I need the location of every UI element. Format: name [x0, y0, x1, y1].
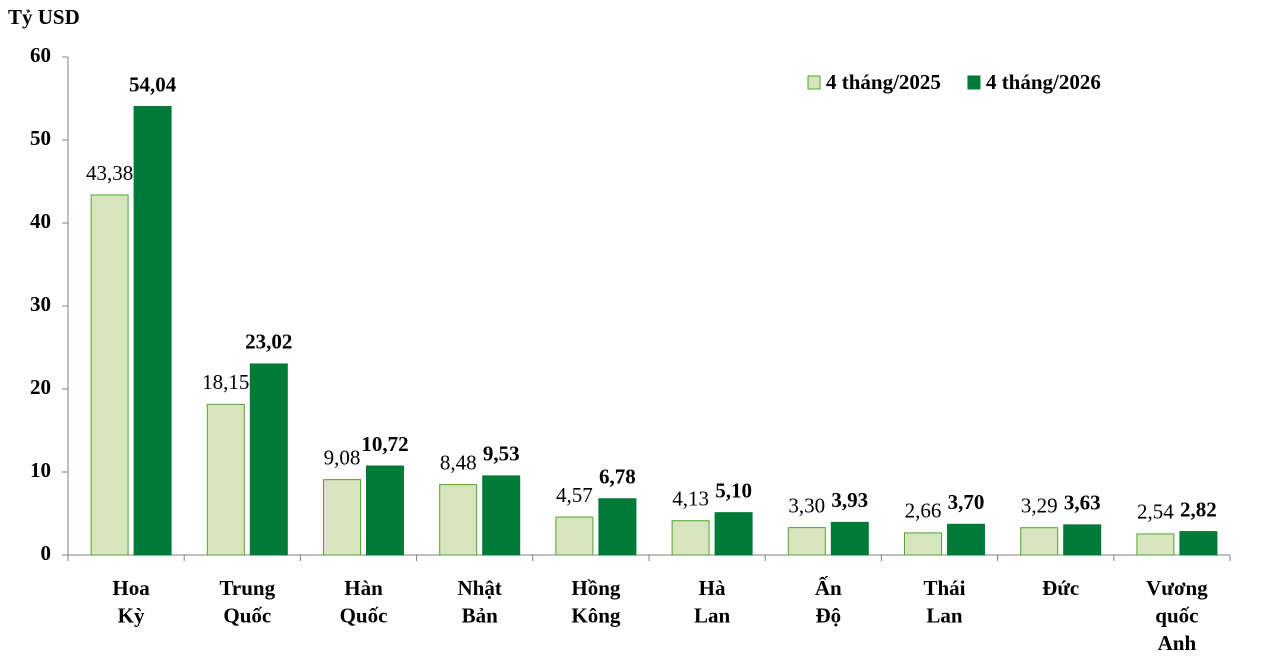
- value-label: 2,82: [1180, 497, 1217, 521]
- x-tick-label: Đức: [1042, 576, 1079, 600]
- legend-swatch: [807, 75, 821, 90]
- x-tick-label: Hồng Kông: [571, 576, 621, 628]
- bar: [366, 465, 404, 556]
- x-tick-label: Hoa Kỳ: [112, 576, 150, 628]
- bar: [1179, 531, 1218, 556]
- bar: [714, 512, 753, 556]
- x-tick-label: Vương quốc Anh: [1146, 576, 1208, 655]
- value-label: 3,93: [831, 488, 868, 512]
- bar: [1136, 533, 1175, 556]
- bar: [904, 532, 942, 556]
- y-tick-label: 10: [30, 458, 51, 482]
- value-label: 23,02: [245, 330, 292, 354]
- bar: [1063, 524, 1102, 556]
- y-tick-label: 40: [30, 209, 51, 233]
- value-label: 6,78: [599, 465, 636, 489]
- x-tick-label: Nhật Bản: [458, 576, 502, 628]
- value-label: 9,08: [324, 445, 361, 469]
- x-tick-label: Ấn Độ: [815, 576, 842, 628]
- bar: [482, 475, 521, 556]
- y-tick-label: 0: [41, 541, 52, 565]
- x-tick-label: Thái Lan: [923, 576, 965, 628]
- bar: [133, 105, 172, 556]
- x-tick-label: Trung Quốc: [219, 576, 275, 628]
- bar: [249, 363, 288, 556]
- value-label: 3,29: [1021, 494, 1058, 518]
- y-tick-label: 60: [30, 43, 51, 67]
- bar: [787, 527, 826, 556]
- y-axis-title: Tỷ USD: [8, 5, 80, 29]
- value-label: 3,70: [948, 490, 985, 514]
- bar: [323, 479, 361, 556]
- value-label: 2,66: [905, 499, 942, 523]
- y-tick-label: 20: [30, 375, 51, 399]
- bar: [598, 498, 637, 556]
- bar: [90, 194, 129, 556]
- value-label: 18,15: [202, 370, 249, 394]
- bar: [671, 520, 710, 556]
- legend-label: 4 tháng/2026: [986, 70, 1101, 94]
- bar: [830, 521, 869, 556]
- x-tick-label: Hà Lan: [694, 576, 731, 628]
- value-label: 10,72: [361, 432, 408, 456]
- value-label: 4,57: [556, 483, 593, 507]
- x-tick-label: Hàn Quốc: [340, 576, 388, 628]
- value-label: 43,38: [86, 161, 133, 185]
- bar: [1020, 527, 1059, 556]
- value-label: 54,04: [129, 72, 177, 96]
- value-label: 2,54: [1137, 500, 1174, 524]
- legend-swatch: [967, 75, 981, 90]
- bar: [947, 523, 985, 556]
- value-label: 9,53: [483, 442, 520, 466]
- value-label: 3,63: [1064, 491, 1101, 515]
- bar: [439, 484, 478, 556]
- bar: [555, 516, 594, 556]
- legend-label: 4 tháng/2025: [826, 70, 941, 94]
- value-label: 3,30: [788, 493, 825, 517]
- bar: [206, 403, 245, 556]
- y-tick-label: 50: [30, 126, 51, 150]
- y-tick-label: 30: [30, 292, 51, 316]
- value-label: 5,10: [715, 478, 752, 502]
- value-label: 4,13: [672, 487, 709, 511]
- value-label: 8,48: [440, 450, 477, 474]
